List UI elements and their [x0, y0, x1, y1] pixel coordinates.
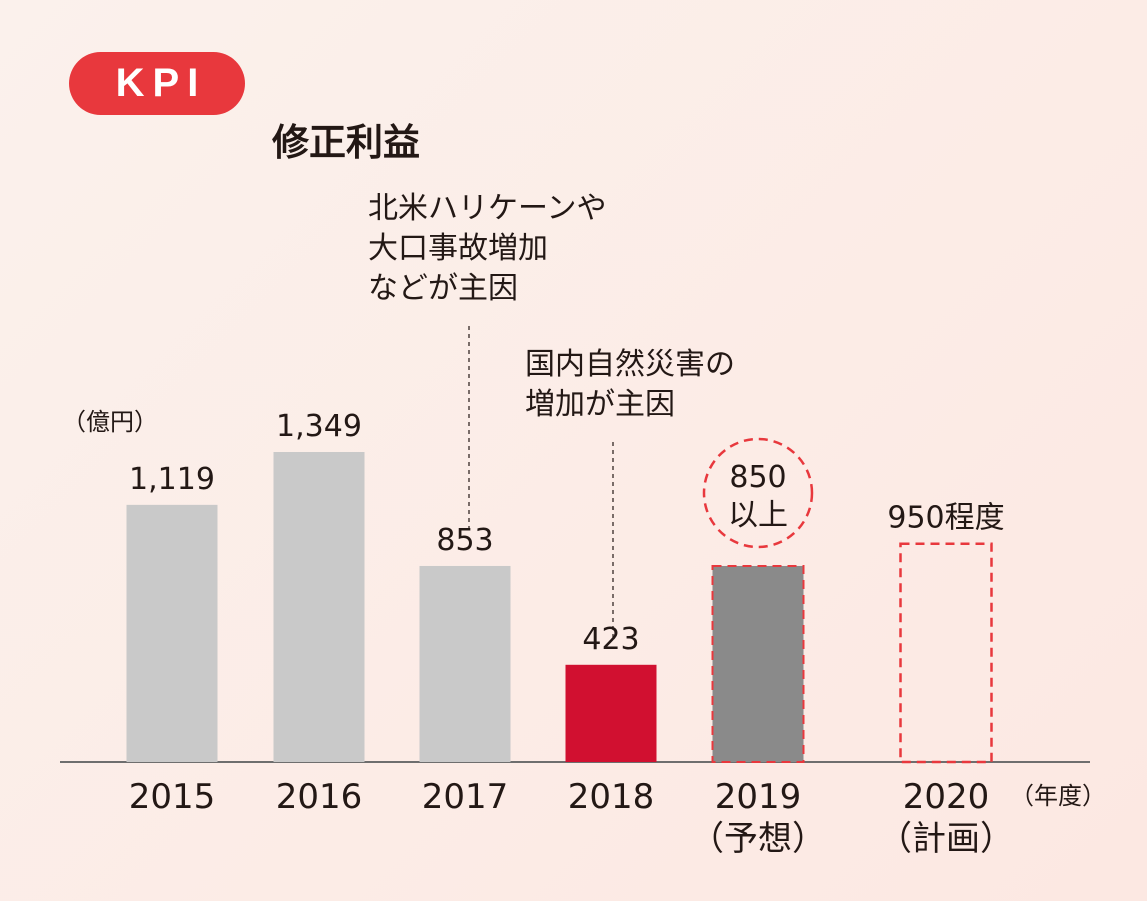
data-label-2019-suffix: 以上 [728, 498, 788, 533]
bar-2016 [273, 452, 365, 762]
x-tick-2015: 2015 [129, 777, 216, 817]
x-tick-2018: 2018 [568, 777, 655, 817]
data-label-2018: 423 [582, 622, 639, 657]
chart-title: 修正利益 [272, 121, 420, 164]
bar-2019-outline [711, 564, 805, 763]
x-tick-sub-2019: （予想） [690, 819, 826, 859]
bar-2017 [419, 565, 511, 762]
x-tick-sub-2020: （計画） [878, 819, 1014, 859]
bar-2015 [126, 504, 218, 762]
x-tick-2016: 2016 [276, 777, 363, 817]
data-label-2017: 853 [436, 523, 493, 558]
x-tick-2019: 2019 [715, 777, 802, 817]
x-axis-unit-label: （年度） [1010, 782, 1106, 810]
x-tick-2017: 2017 [422, 777, 509, 817]
data-label-2015: 1,119 [129, 462, 215, 497]
kpi-badge: KPI [69, 52, 245, 115]
data-label-2019: 850 [729, 460, 786, 495]
data-label-2020: 950程度 [887, 501, 1004, 536]
kpi-badge-label: KPI [115, 61, 207, 105]
bar-2018 [565, 664, 657, 762]
annotation-2018: 国内自然災害の 増加が主因 [525, 347, 735, 422]
bar-2019 [712, 565, 804, 762]
data-label-2016: 1,349 [276, 409, 362, 444]
bar-2020 [899, 542, 993, 764]
y-axis-unit-label: （億円） [62, 408, 158, 436]
data-label-circle-2019 [702, 437, 814, 549]
x-tick-2020: 2020 [903, 777, 990, 817]
annotation-2017: 北米ハリケーンや 大口事故増加 などが主因 [368, 191, 607, 306]
